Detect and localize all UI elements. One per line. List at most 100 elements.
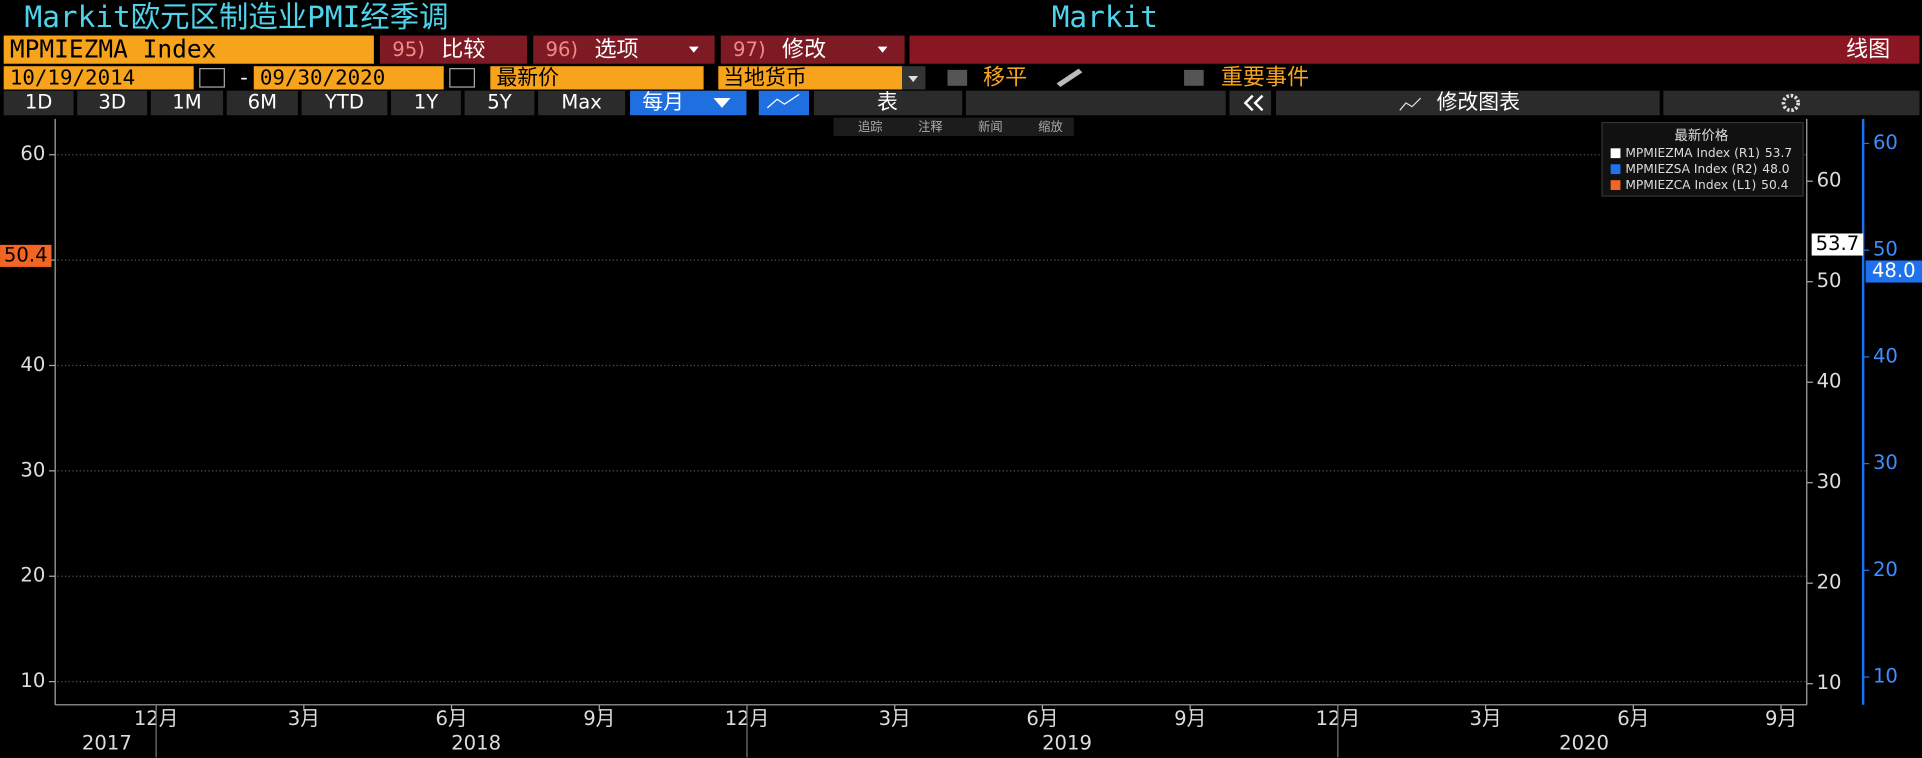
button[interactable] — [720, 35, 905, 64]
collapse-button[interactable] — [1229, 90, 1272, 116]
chart-icon — [1399, 97, 1422, 111]
x-tick-label: 9月 — [1765, 707, 1797, 730]
legend-swatch — [1610, 164, 1621, 175]
range-button[interactable] — [464, 90, 535, 116]
period: 每月 — [642, 90, 684, 114]
legend-value: 50.4 — [1761, 178, 1788, 192]
range-button[interactable] — [391, 90, 461, 116]
range-label: 3D — [98, 90, 126, 113]
y2-tick-label: 20 — [1817, 571, 1842, 594]
x-tick-label: 3月 — [1470, 707, 1502, 730]
x-tick-label: 6月 — [1617, 707, 1649, 730]
empty-button — [965, 90, 1226, 116]
field: 最新价 — [496, 65, 559, 89]
ticker: MPMIEZMA Index — [10, 34, 217, 63]
start-date-box[interactable] — [3, 66, 194, 90]
chart-tool[interactable]: 新闻 — [978, 119, 1003, 134]
button[interactable] — [379, 35, 528, 64]
range-label: 1M — [172, 90, 201, 113]
last-value-label: 48.0 — [1872, 259, 1916, 282]
legend-entry: MPMIEZCA Index (L1) 50.4 — [1625, 178, 1788, 192]
legend-box — [1601, 121, 1804, 197]
x-year-label: 2019 — [1042, 732, 1092, 755]
field-box[interactable] — [490, 66, 704, 90]
title-bar — [909, 35, 1920, 64]
moving-average: 移平 — [983, 65, 1027, 90]
legend-title: 最新价格 — [1674, 128, 1728, 144]
y-tick-label: 30 — [20, 458, 45, 481]
chart: 10203040506010203040506010203040506012月3… — [0, 118, 1922, 758]
dropdown-arrow — [877, 46, 888, 53]
button[interactable] — [533, 35, 715, 64]
legend-entry: MPMIEZMA Index (R1) 53.7 — [1625, 146, 1792, 160]
edit-chart-button[interactable] — [1276, 90, 1660, 116]
chart-tool[interactable]: 注释 — [918, 119, 943, 134]
range-label: 6M — [248, 90, 277, 113]
last-value-badge — [1811, 233, 1864, 256]
range-button[interactable] — [226, 90, 298, 116]
dropdown-arrow — [908, 75, 919, 83]
button-number: 96) — [545, 38, 578, 61]
x-year-label: 2018 — [451, 732, 501, 755]
header-title: Markit欧元区制造业PMI经季调 — [25, 0, 449, 34]
start-date: 10/19/2014 — [10, 65, 135, 89]
chart-tools: 追踪 注释 新闻 缩放 — [858, 119, 1063, 134]
end-date-box[interactable] — [253, 66, 444, 90]
range-button[interactable] — [301, 90, 388, 116]
period-button[interactable] — [630, 90, 747, 116]
y3-tick-label: 30 — [1873, 451, 1898, 474]
gear-icon — [1781, 93, 1801, 113]
range-button[interactable] — [150, 90, 224, 116]
checkbox[interactable] — [947, 69, 968, 86]
y2-tick-label: 50 — [1817, 269, 1842, 292]
date-separator: - — [240, 65, 248, 89]
x-tick-label: 3月 — [288, 707, 320, 730]
legend-name: MPMIEZSA Index (R2) — [1625, 162, 1757, 176]
y-tick-label: 10 — [20, 669, 45, 692]
table-button[interactable] — [813, 90, 963, 116]
checkbox[interactable] — [1184, 69, 1204, 86]
last-value-label: 50.4 — [4, 243, 48, 266]
legend-name: MPMIEZMA Index (R1) — [1625, 146, 1760, 160]
x-tick-label: 9月 — [1174, 707, 1206, 730]
y-tick-label: 40 — [20, 353, 45, 376]
x-year-label: 2020 — [1559, 732, 1609, 755]
chart-type-button[interactable] — [758, 90, 810, 116]
y2-tick-label: 40 — [1817, 370, 1842, 393]
chevron-icon — [1243, 94, 1264, 112]
range-button[interactable] — [538, 90, 626, 116]
y-tick-label: 60 — [20, 142, 45, 165]
y3-tick-label: 40 — [1873, 344, 1898, 367]
calendar-icon[interactable] — [449, 68, 475, 88]
x-tick-label: 3月 — [879, 707, 911, 730]
range-label: 1Y — [414, 90, 439, 113]
header-source: Markit — [1052, 0, 1158, 34]
legend-swatch — [1610, 148, 1621, 159]
line-icon — [766, 93, 800, 109]
calendar-icon[interactable] — [199, 68, 225, 88]
pencil-icon[interactable] — [1056, 68, 1083, 88]
range-buttons: 1D 3D 1M 6M YTD 1Y 5Y Max — [3, 90, 626, 116]
button-number: 95) — [392, 38, 425, 61]
x-tick-label: 6月 — [435, 707, 467, 730]
table-label: 表 — [877, 90, 898, 114]
last-value-badge — [1865, 260, 1922, 283]
y3-tick-label: 20 — [1873, 558, 1898, 581]
last-value-label: 53.7 — [1816, 232, 1860, 255]
y3-tick-label: 50 — [1873, 238, 1898, 261]
currency-box[interactable] — [718, 66, 903, 90]
view-label: 线图 — [1846, 37, 1890, 62]
last-value-badge — [0, 244, 52, 267]
range-button[interactable] — [3, 90, 74, 116]
x-tick-label: 6月 — [1026, 707, 1058, 730]
chart-tools-bar — [833, 117, 1074, 137]
events: 重要事件 — [1221, 65, 1309, 90]
chart-tool[interactable]: 追踪 — [858, 119, 883, 134]
ticker-box[interactable] — [3, 35, 374, 64]
chart-tool[interactable]: 缩放 — [1038, 119, 1063, 134]
x-year-label: 2017 — [82, 732, 132, 755]
range-button[interactable] — [77, 90, 148, 116]
y-tick-label: 20 — [20, 564, 45, 587]
legend-swatch — [1610, 180, 1621, 190]
